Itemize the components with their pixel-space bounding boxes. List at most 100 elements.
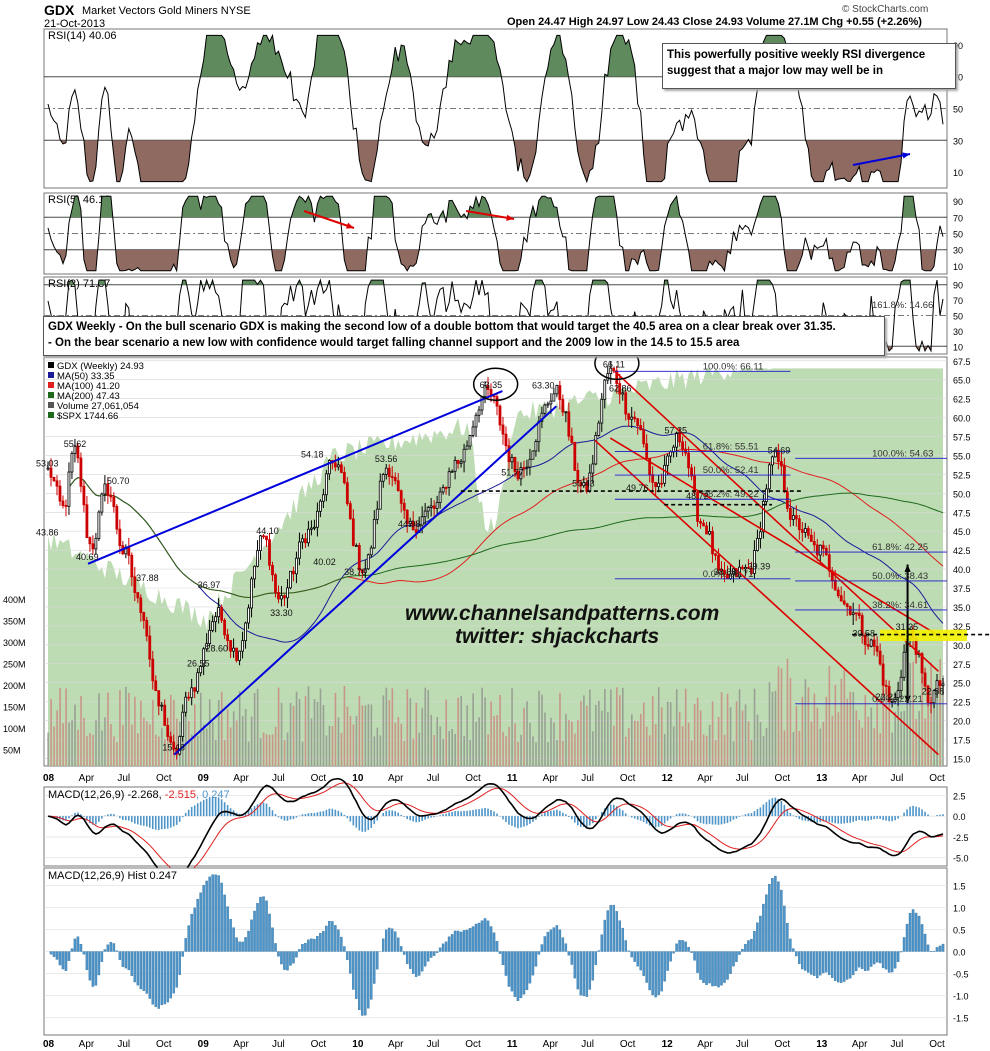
- volume-bar: [238, 691, 241, 766]
- price-tick: 65.0: [953, 376, 971, 386]
- hist-bar: [914, 912, 918, 952]
- hist-bar: [124, 951, 128, 969]
- candle-body: [471, 426, 475, 436]
- macd-hist-bar: [334, 809, 337, 817]
- candle-body: [842, 600, 846, 605]
- hist-bar: [220, 882, 223, 952]
- macd-hist-bar: [160, 816, 163, 830]
- candle-body: [483, 385, 487, 397]
- hist-x-label: Apr: [697, 1039, 713, 1050]
- candle-body: [283, 595, 286, 599]
- candle-body: [504, 433, 508, 447]
- macd-hist-bar: [565, 814, 567, 817]
- hist-bar: [432, 951, 436, 956]
- candle-body: [806, 528, 810, 536]
- hist-bar: [573, 951, 577, 979]
- candle-body: [253, 565, 256, 580]
- candle-body: [660, 482, 664, 485]
- fib1-label: 38.2%: 49.22: [703, 489, 759, 500]
- candle-body: [339, 464, 343, 473]
- candle-body: [286, 587, 289, 599]
- price-x-label: Apr: [697, 773, 713, 784]
- candle-body: [558, 385, 562, 400]
- hist-x-label: Oct: [465, 1039, 481, 1050]
- volume-bar: [714, 740, 717, 766]
- volume-bar: [852, 692, 855, 766]
- hist-bar: [193, 907, 196, 952]
- hist-bar: [154, 951, 158, 1007]
- candle-body: [91, 543, 95, 550]
- candle-body: [899, 676, 903, 692]
- candle-body: [759, 531, 762, 539]
- candle-body: [82, 485, 86, 506]
- macd-hist-bar: [765, 802, 768, 817]
- candle-body: [639, 425, 643, 431]
- candle-body: [585, 481, 589, 492]
- hist-bar: [813, 951, 816, 976]
- hist-bar: [519, 951, 523, 999]
- hist-bar: [343, 946, 346, 952]
- volume-bar: [630, 714, 633, 766]
- volume-bar: [155, 734, 157, 766]
- volume-bar: [340, 732, 343, 766]
- macd-hist-bar: [313, 813, 316, 817]
- volume-bar: [559, 692, 561, 766]
- candle-body: [684, 448, 687, 454]
- candle-body: [854, 612, 858, 615]
- hist-x-label: 10: [352, 1039, 364, 1050]
- hist-bar: [355, 951, 358, 999]
- macd-hist-bar: [795, 816, 798, 818]
- volume-bar: [223, 740, 226, 766]
- candle-body: [624, 392, 628, 415]
- volume-bar: [753, 688, 756, 766]
- volume-bar: [152, 699, 154, 766]
- candle-body: [561, 399, 565, 413]
- price-tick: 20.0: [953, 717, 971, 727]
- target-down-arrow-head: [904, 695, 911, 704]
- macd-hist-bar: [786, 809, 789, 817]
- volume-bar: [822, 721, 825, 766]
- price-point-label: 37.88: [136, 573, 159, 583]
- hist-tick: 0.5: [953, 926, 966, 936]
- price-tick: 30.0: [953, 641, 971, 651]
- hist-bar: [935, 947, 939, 952]
- candle-body: [157, 690, 161, 707]
- macd-hist-bar: [864, 816, 866, 821]
- macd-hist-bar: [169, 816, 172, 828]
- price-tick: 32.5: [953, 622, 971, 632]
- hist-bar: [564, 943, 568, 952]
- macd-hist-bar: [346, 816, 349, 819]
- hist-x-label: Jul: [736, 1039, 749, 1050]
- volume-bar: [101, 730, 103, 766]
- hist-bar: [151, 951, 155, 1005]
- macd-hist-bar: [98, 816, 100, 822]
- volume-bar: [65, 688, 67, 766]
- macd-hist-bar: [226, 805, 229, 817]
- candle-body: [627, 413, 631, 420]
- candle-body: [336, 464, 340, 468]
- candle-body: [498, 405, 502, 426]
- macd-hist-bar: [828, 816, 831, 822]
- volume-bar: [433, 735, 436, 766]
- candle-body: [732, 568, 735, 575]
- hist-bar: [82, 951, 86, 955]
- hist-bar: [103, 949, 107, 952]
- macd-hist-bar: [80, 814, 82, 817]
- macd-hist-bar: [208, 797, 211, 817]
- volume-bar: [280, 702, 283, 766]
- hist-bar: [280, 951, 283, 965]
- macd-hist-bar: [714, 816, 717, 825]
- candle-body: [597, 422, 601, 436]
- candle-body: [357, 545, 361, 571]
- volume-bar: [283, 740, 286, 766]
- hist-bar: [845, 951, 849, 980]
- volume-bar: [319, 688, 322, 766]
- price-point-label: 51.77: [501, 468, 524, 478]
- macd-hist-bar: [166, 816, 169, 829]
- volume-bar: [879, 733, 882, 766]
- macd-legend-part: -2.515: [165, 789, 196, 801]
- hist-bar: [621, 927, 624, 952]
- macd-hist-bar: [466, 810, 468, 817]
- volume-bar: [762, 736, 765, 766]
- candle-body: [839, 595, 843, 602]
